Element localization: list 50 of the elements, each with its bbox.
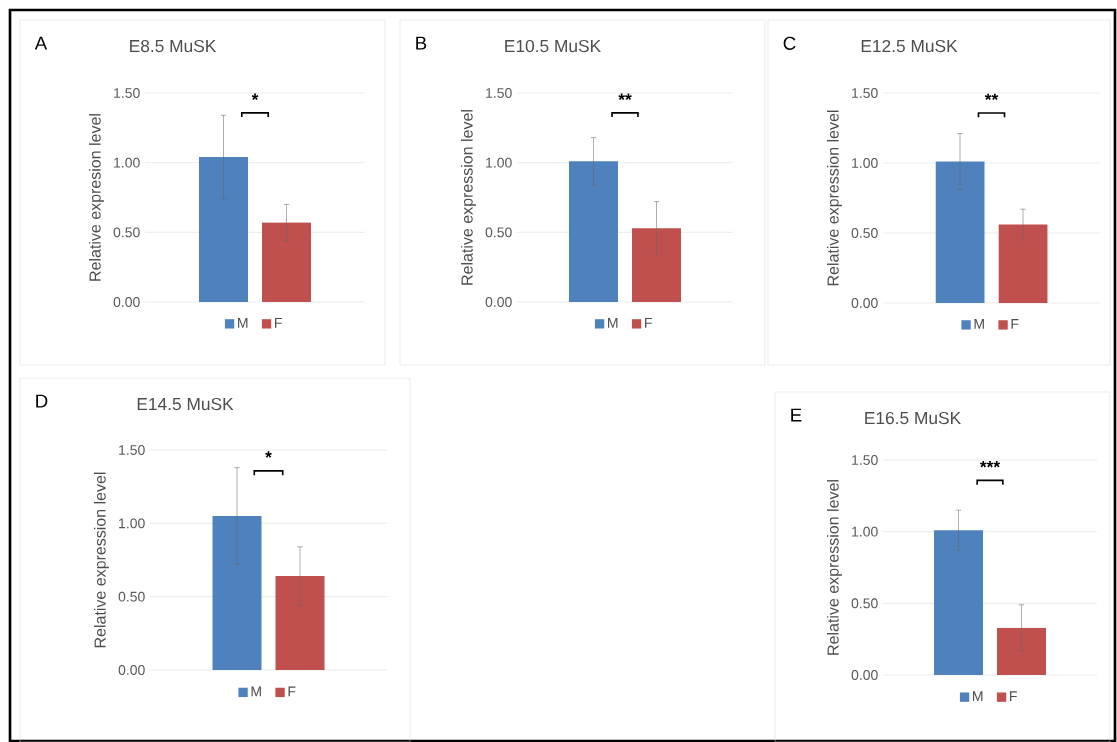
y-axis-title: Relative expression level bbox=[93, 472, 109, 648]
y-tick-label: 0.50 bbox=[851, 598, 878, 609]
y-tick-label: 1.50 bbox=[486, 88, 512, 98]
y-tick-label: 0.50 bbox=[851, 228, 878, 238]
legend-label: M bbox=[974, 319, 984, 329]
y-tick-label: 0.00 bbox=[851, 670, 878, 680]
chart-title: E12.5 MuSK bbox=[861, 39, 958, 53]
y-tick-label: 0.00 bbox=[485, 297, 512, 307]
y-tick-label: 0.00 bbox=[113, 297, 140, 307]
y-tick-label: 0.50 bbox=[118, 591, 145, 602]
y-tick-label: 1.50 bbox=[114, 88, 140, 98]
text: C bbox=[783, 36, 796, 50]
chart-title: E14.5 MuSK bbox=[137, 397, 234, 411]
annotation: * bbox=[265, 451, 272, 458]
chart-title: E16.5 MuSK bbox=[865, 411, 961, 425]
y-axis-title: Relative expression level bbox=[826, 110, 842, 286]
legend-label: F bbox=[275, 318, 282, 328]
text: A bbox=[34, 36, 48, 50]
legend-label: M bbox=[238, 318, 248, 328]
y-tick-label: 1.00 bbox=[852, 158, 878, 168]
annotation: * bbox=[251, 93, 259, 101]
annotation: *** bbox=[979, 460, 1001, 468]
text: E bbox=[791, 408, 802, 422]
y-axis-title: Relative expresion level bbox=[88, 114, 104, 281]
chart-title: E8.5 MuSK bbox=[130, 39, 217, 53]
y-tick-label: 1.50 bbox=[852, 88, 878, 98]
y-tick-label: 1.50 bbox=[852, 455, 878, 465]
text: B bbox=[416, 36, 427, 50]
y-tick-label: 1.50 bbox=[119, 445, 145, 455]
legend-label: F bbox=[288, 686, 296, 697]
y-axis-title: Relative expression level bbox=[826, 480, 842, 655]
y-tick-label: 1.00 bbox=[852, 526, 878, 537]
text: D bbox=[36, 394, 48, 408]
y-axis-title: Relative expression level bbox=[460, 110, 476, 285]
y-tick-label: 0.50 bbox=[113, 227, 140, 238]
y-tick-label: 1.00 bbox=[114, 157, 140, 168]
y-tick-label: 0.50 bbox=[485, 227, 512, 238]
chart-title: E10.5 MuSK bbox=[505, 39, 601, 53]
legend-label: M bbox=[973, 691, 983, 701]
y-tick-label: 0.00 bbox=[118, 665, 145, 675]
y-tick-label: 1.00 bbox=[119, 518, 145, 529]
y-tick-label: 1.00 bbox=[486, 157, 512, 168]
annotation: ** bbox=[984, 93, 999, 101]
legend-label: M bbox=[608, 318, 618, 328]
annotation: ** bbox=[618, 93, 632, 101]
legend-label: M bbox=[251, 686, 261, 697]
legend-label: F bbox=[1010, 691, 1017, 701]
legend-label: F bbox=[1011, 319, 1019, 329]
legend-label: F bbox=[645, 318, 652, 328]
y-tick-label: 0.00 bbox=[851, 298, 878, 308]
